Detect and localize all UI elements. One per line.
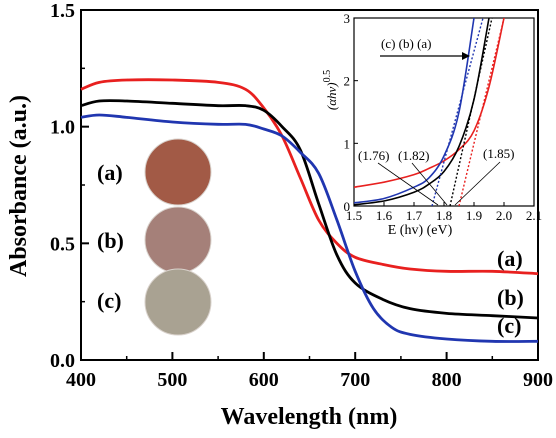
inset-tangent-a: [458, 18, 505, 206]
inset-y-axis-label: (αhv)0.5: [322, 70, 339, 110]
inset-y-label-text: (αhv): [324, 82, 339, 110]
inset-curves: [354, 18, 505, 206]
inset-y-tick-label: 3: [344, 11, 351, 26]
inset-x-tick-label: 1.6: [376, 208, 393, 223]
band-gap-label-1: (1.76): [358, 148, 389, 163]
sample-disc-a: [144, 138, 212, 206]
band-gap-label-3: (1.85): [483, 146, 514, 161]
inset-series-line-c: [354, 18, 475, 204]
y-axis-label: Absorbance (a.u.): [6, 95, 32, 277]
x-tick-label: 900: [523, 369, 553, 391]
inset-arrow-head: [462, 52, 470, 60]
inset-x-label-text: E (hv) (eV): [388, 223, 453, 238]
inset-x-tick-label: 1.8: [436, 208, 452, 223]
band-gap-pointer-2: [411, 162, 448, 206]
x-tick-label: 800: [432, 369, 462, 391]
inset-y-tick-label: 0: [344, 199, 351, 214]
inset-tangent-c: [431, 18, 484, 206]
sample-label-a: (a): [97, 160, 123, 185]
sample-label-b: (b): [97, 228, 124, 253]
main-series: [80, 78, 539, 343]
band-gap-pointer-3: [454, 161, 501, 206]
sample-disc-c: [144, 268, 212, 336]
sample-disc-b: [144, 206, 212, 274]
sample-label-c: (c): [97, 288, 121, 313]
inset-series: [354, 18, 505, 206]
x-tick-label: 500: [157, 369, 187, 391]
inset-tangent-b: [449, 18, 493, 206]
main-ticks: 400 500 600 700 800 900 0.0 0.5 1.0 1.5: [50, 0, 553, 391]
inset-x-tick-label: 2.0: [496, 208, 512, 223]
inset-x-axis-label: E (hv) (eV): [388, 223, 453, 238]
x-tick-label: 700: [340, 369, 370, 391]
series-line-a: [80, 78, 539, 276]
inset-x-tick-label: 1.9: [466, 208, 482, 223]
series-label-b: (b): [497, 285, 524, 310]
inset-y-tick-label: 1: [344, 136, 351, 151]
y-tick-label: 1.5: [50, 0, 75, 22]
inset-x-tick-label: 1.7: [406, 208, 423, 223]
inset-background: [354, 12, 534, 207]
y-tick-label: 0.0: [50, 350, 75, 372]
inset-arrow-label: (c) (b) (a): [381, 36, 432, 51]
series-label-a: (a): [497, 246, 523, 271]
x-tick-label: 400: [66, 369, 96, 391]
inset-x-tick-label: 1.5: [346, 208, 362, 223]
y-tick-label: 0.5: [50, 233, 75, 255]
band-gap-pointer-1: [377, 162, 439, 206]
sample-photos: (a) (b) (c): [97, 138, 212, 336]
inset-x-tick-label: 2.1: [526, 208, 542, 223]
series-line-c: [80, 113, 539, 343]
inset-y-label-superscript: 0.5: [322, 70, 333, 83]
series-label-c: (c): [497, 313, 521, 338]
inset-y-tick-label: 2: [344, 74, 351, 89]
band-gap-label-2: (1.82): [398, 148, 429, 163]
inset-series-line-a: [354, 18, 505, 188]
y-tick-label: 1.0: [50, 117, 75, 139]
x-axis-label: Wavelength (nm): [221, 404, 398, 430]
series-line-b: [80, 99, 539, 320]
inset-ticks: 1.5 1.6 1.7 1.8 1.9 2.0 2.1 0 1 2 3: [344, 11, 543, 223]
x-tick-label: 600: [249, 369, 279, 391]
svg-text:(αhv)0.5: (αhv)0.5: [322, 70, 339, 110]
